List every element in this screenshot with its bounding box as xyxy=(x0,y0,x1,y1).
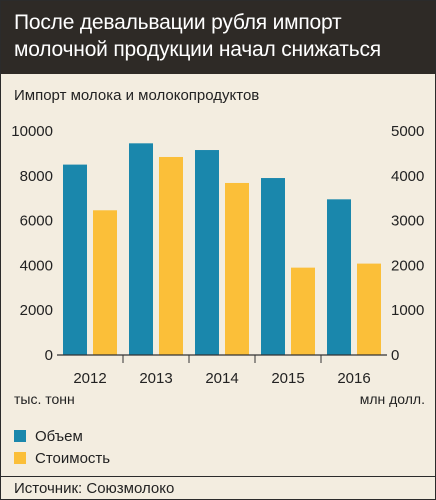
right-tick-label: 4000 xyxy=(391,168,424,185)
bar-cost xyxy=(291,267,315,355)
left-tick-label: 0 xyxy=(45,347,53,364)
bar-cost xyxy=(159,156,183,355)
legend-swatch-cost xyxy=(14,452,26,464)
legend-swatch-volume xyxy=(14,430,26,442)
left-tick-label: 10000 xyxy=(11,123,53,140)
bar-volume xyxy=(261,178,285,355)
bar-volume xyxy=(327,199,351,355)
bar-cost xyxy=(225,182,249,355)
category-label: 2012 xyxy=(73,370,106,387)
left-tick-label: 4000 xyxy=(20,257,53,274)
legend-label-volume: Объем xyxy=(35,428,83,445)
bar-cost xyxy=(357,263,381,355)
chart-subtitle: Импорт молока и молокопродуктов xyxy=(14,87,260,104)
right-tick-label: 3000 xyxy=(391,213,424,230)
bar-volume xyxy=(195,150,219,355)
source-note: Источник: Союзмолоко xyxy=(14,480,175,497)
left-tick-label: 2000 xyxy=(20,302,53,319)
bar-volume xyxy=(129,143,153,355)
legend-item-cost: Стоимость xyxy=(14,450,110,468)
category-label: 2016 xyxy=(337,370,370,387)
left-axis-unit: тыс. тонн xyxy=(14,391,75,407)
bar-volume xyxy=(63,164,87,355)
left-tick-label: 8000 xyxy=(20,168,53,185)
right-tick-label: 1000 xyxy=(391,302,424,319)
category-label: 2013 xyxy=(139,370,172,387)
title-bar: После девальвации рубля импорт молочной … xyxy=(1,1,435,74)
chart-title-line-2: молочной продукции начал снижаться xyxy=(14,38,381,61)
right-axis-unit: млн долл. xyxy=(359,391,425,407)
footer-divider xyxy=(1,476,435,477)
right-tick-label: 2000 xyxy=(391,257,424,274)
category-label: 2015 xyxy=(271,370,304,387)
category-label: 2014 xyxy=(205,370,238,387)
left-tick-label: 6000 xyxy=(20,213,53,230)
bar-cost xyxy=(93,210,117,355)
legend-item-volume: Объем xyxy=(14,428,83,446)
right-tick-label: 0 xyxy=(391,347,399,364)
legend-label-cost: Стоимость xyxy=(35,450,111,467)
chart-title-line-1: После девальвации рубля импорт xyxy=(14,11,342,34)
right-tick-label: 5000 xyxy=(391,123,424,140)
